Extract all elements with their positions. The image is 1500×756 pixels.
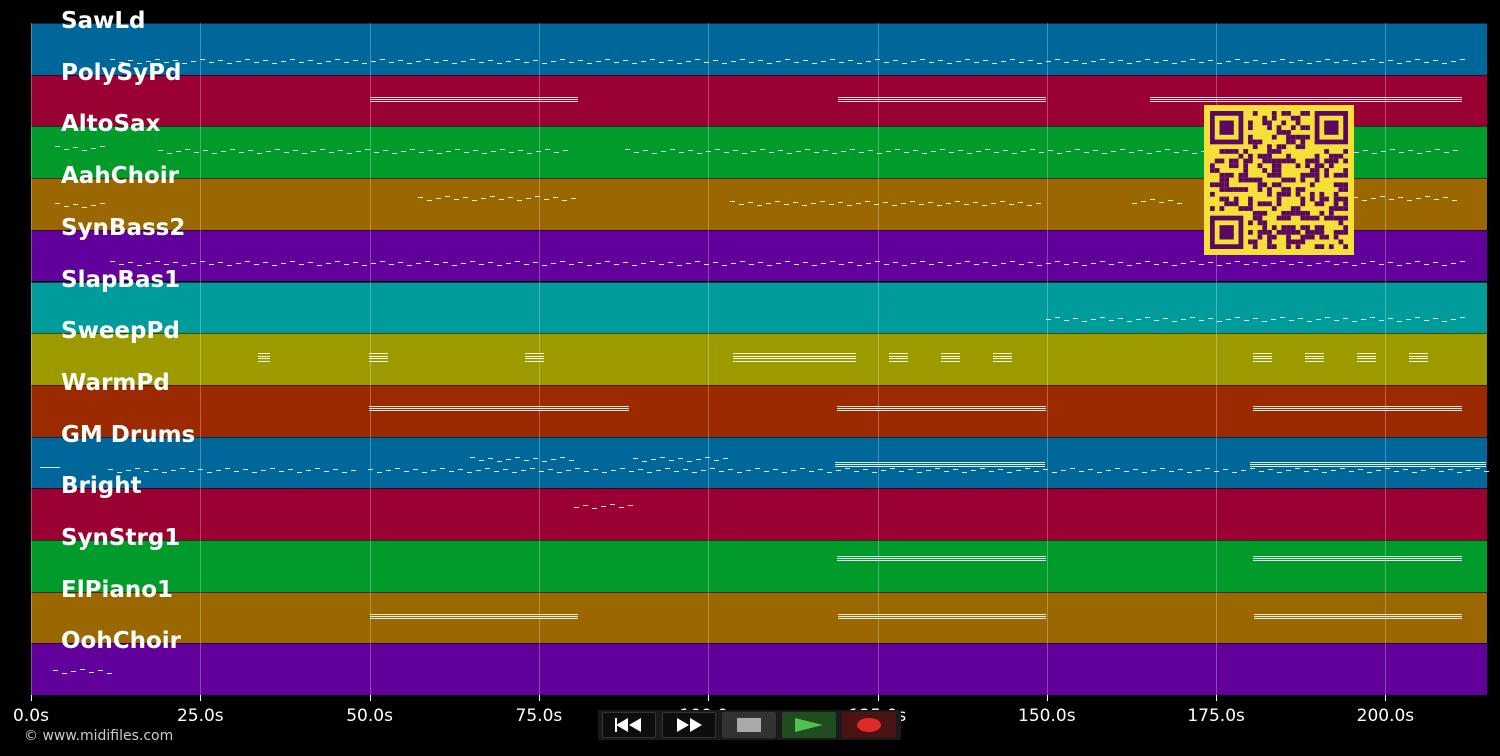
record-icon xyxy=(857,718,881,732)
stop-icon xyxy=(737,718,761,732)
track-label: SweepPd xyxy=(61,318,180,345)
track-lane[interactable]: SynStrg1 xyxy=(31,525,1487,592)
tick-label: 150.0s xyxy=(1018,706,1076,726)
track-lane[interactable]: OohChoir xyxy=(31,628,1487,696)
copyright-text: © www.midifiles.com xyxy=(24,728,174,744)
tick-mark xyxy=(369,695,371,701)
track-label: ElPiano1 xyxy=(61,576,174,603)
tick-label: 0.0s xyxy=(13,706,49,726)
play-icon xyxy=(795,718,823,732)
tick-label: 75.0s xyxy=(515,706,563,726)
track-label: Bright xyxy=(61,473,142,500)
track-label: AltoSax xyxy=(61,111,161,138)
tick-mark xyxy=(1385,695,1387,701)
tick-mark xyxy=(31,695,32,701)
tick-label: 25.0s xyxy=(176,706,224,726)
tick-label: 50.0s xyxy=(346,706,393,726)
tick-mark xyxy=(538,695,540,701)
track-lane[interactable]: WarmPd xyxy=(31,370,1487,437)
track-label: AahChoir xyxy=(61,163,179,190)
track-label: SawLd xyxy=(61,8,146,34)
tick-label: 175.0s xyxy=(1187,706,1245,726)
track-label: GM Drums xyxy=(61,421,196,448)
play-button[interactable] xyxy=(782,712,836,738)
track-lane[interactable]: SlapBas1 xyxy=(31,267,1487,334)
track-lane[interactable]: ElPiano1 xyxy=(31,577,1487,644)
stop-button[interactable] xyxy=(722,712,776,738)
track-lane[interactable]: GM Drums xyxy=(31,422,1487,489)
track-lane[interactable]: Bright xyxy=(31,473,1487,540)
tick-mark xyxy=(877,695,879,701)
tick-mark xyxy=(708,695,710,701)
tick-mark xyxy=(200,695,202,701)
track-lane[interactable]: SweepPd xyxy=(31,318,1487,385)
track-lane[interactable]: SawLd xyxy=(31,8,1487,75)
track-label: SynStrg1 xyxy=(61,525,181,551)
tick-label: 200.0s xyxy=(1356,706,1415,726)
transport-bar xyxy=(598,710,901,740)
rewind-button[interactable] xyxy=(602,712,656,738)
tick-mark xyxy=(1216,695,1218,701)
track-label: SlapBas1 xyxy=(61,266,181,293)
track-label: WarmPd xyxy=(61,369,170,396)
tick-mark xyxy=(1046,695,1048,701)
fast-forward-icon xyxy=(677,718,702,732)
record-button[interactable] xyxy=(842,712,896,738)
track-label: SynBass2 xyxy=(61,214,186,241)
track-label: PolySyPd xyxy=(61,59,182,86)
track-label: OohChoir xyxy=(61,628,182,655)
rewind-icon xyxy=(615,718,641,732)
qr-code-icon xyxy=(1210,111,1348,249)
fast-forward-button[interactable] xyxy=(662,712,716,738)
qr-code xyxy=(1204,105,1354,255)
